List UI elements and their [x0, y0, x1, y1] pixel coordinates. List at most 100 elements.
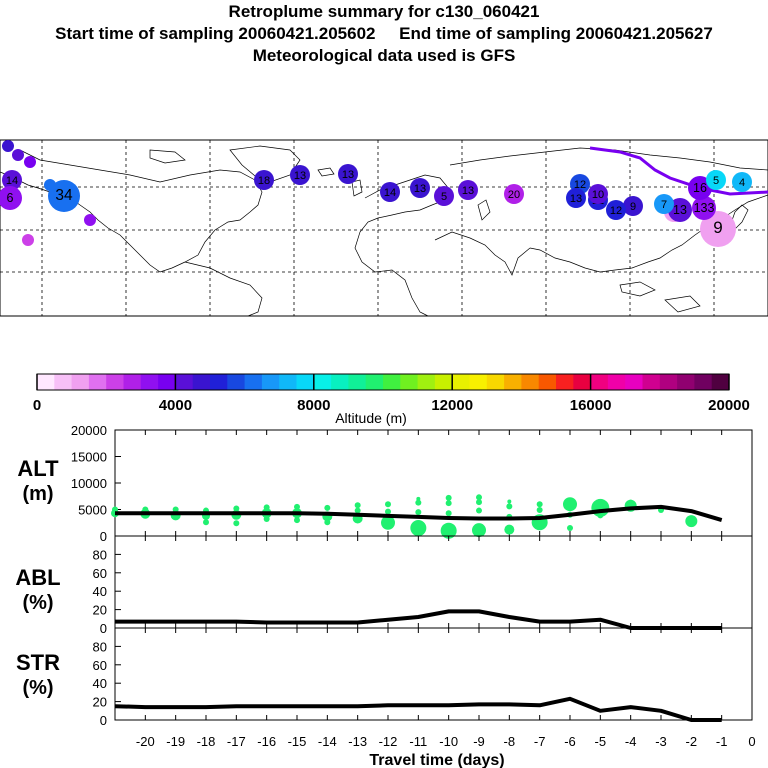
plume-marker [566, 188, 586, 208]
colorbar-cell [434, 374, 453, 390]
plume-marker-label: 14 [384, 187, 396, 199]
plume-marker-label: 13 [414, 183, 426, 195]
colorbar-title: Altitude (m) [335, 410, 407, 426]
plume-marker [434, 186, 454, 206]
x-axis-label: Travel time (days) [369, 752, 504, 768]
time-series-panels: 20000 15000 10000 5000 0 80 60 40 20 0 80 60 40 20 0 -2… [71, 423, 756, 749]
x-tick-label: -7 [534, 734, 546, 749]
plume-marker-label: 14 [6, 175, 18, 187]
colorbar-cell [400, 374, 419, 390]
caspian-coast [477, 199, 491, 221]
plume-marker-label: 12 [574, 179, 586, 191]
colorbar-cell [261, 374, 280, 390]
str-y-tick-label: 60 [93, 658, 107, 673]
alt-y-tick-label: 20000 [71, 423, 107, 438]
x-tick-label: -15 [288, 734, 307, 749]
colorbar-cell [37, 374, 55, 390]
colorbar-cell [192, 374, 211, 390]
altitude-scatter-point [627, 499, 634, 506]
plume-marker-label: 5 [441, 191, 447, 203]
plume-marker-label: 4 [739, 177, 745, 189]
map-frame [0, 139, 768, 317]
altitude-scatter-point [476, 499, 482, 506]
plume-marker-label: 9 [630, 201, 636, 213]
str-y-tick-label: 0 [100, 713, 107, 728]
x-tick-label: -6 [564, 734, 576, 749]
plume-marker-label: 20 [508, 189, 520, 201]
colorbar-cell [348, 374, 367, 390]
end-time-label: End time of sampling 20060421.205627 [399, 24, 713, 43]
plume-marker-label: 5 [713, 175, 719, 187]
uk-coast [351, 179, 363, 197]
plume-marker [338, 164, 358, 184]
str-y-tick-label: 80 [93, 639, 107, 654]
altitude-scatter-point [324, 504, 331, 511]
plume-marker-label: 13 [570, 193, 582, 205]
x-tick-label: -14 [318, 734, 337, 749]
south-america-coast [184, 261, 263, 317]
alt-panel: 20000 15000 10000 5000 0 [71, 423, 753, 544]
altitude-scatter-point [381, 515, 395, 530]
alt-panel-frame [114, 429, 753, 537]
abl-panel-label: ABL [15, 565, 60, 590]
colorbar-tick-label: 20000 [708, 397, 750, 414]
colorbar-cell [244, 374, 263, 390]
plume-marker [458, 180, 478, 200]
altitude-scatter-point [445, 494, 452, 501]
colorbar-cells [37, 374, 730, 390]
x-tick-label: -13 [348, 734, 367, 749]
x-tick-label: -4 [625, 734, 637, 749]
plume-marker [48, 180, 80, 212]
plume-marker [24, 156, 36, 168]
altitude-scatter-point [440, 522, 457, 539]
x-tick-label: -2 [686, 734, 698, 749]
plume-marker [84, 214, 96, 226]
str-y-tick-label: 20 [93, 695, 107, 710]
chart-title: Retroplume summary for c130_060421 [228, 2, 540, 21]
altitude-scatter-point [203, 519, 209, 526]
abl-y-tick-label: 0 [100, 621, 107, 636]
plume-marker [0, 186, 22, 210]
altitude-scatter-point [233, 505, 240, 512]
plume-marker-label: 13 [673, 203, 687, 217]
colorbar-cell [227, 374, 246, 390]
colorbar-cell [88, 374, 107, 390]
colorbar-cell [313, 374, 332, 390]
plume-marker [12, 149, 24, 161]
x-tick-label: -11 [409, 734, 427, 749]
x-tick-label: -17 [227, 734, 246, 749]
colorbar-cell [106, 374, 124, 390]
x-tick-label: -10 [439, 734, 458, 749]
abl-panel-unit: (%) [22, 592, 53, 614]
start-time-label: Start time of sampling 20060421.205602 [55, 24, 376, 43]
plume-marker [588, 184, 608, 204]
plume-marker-label: 13 [294, 170, 306, 182]
abl-panel: 80 60 40 20 0 [93, 535, 753, 636]
colorbar-cell [54, 374, 73, 390]
map-gridlines [0, 140, 768, 316]
colorbar-cell [538, 374, 557, 390]
altitude-scatter-point [112, 506, 118, 513]
altitude-scatter-point [536, 507, 543, 514]
europe-africa-coast [354, 174, 451, 317]
altitude-scatter-point [263, 516, 270, 523]
altitude-scatter-point [415, 499, 422, 506]
plume-marker [606, 200, 626, 220]
plume-marker [732, 172, 752, 192]
x-tick-label: -3 [655, 734, 667, 749]
plume-track-line [589, 146, 768, 196]
plume-marker [692, 196, 716, 220]
plume-marker [380, 182, 400, 202]
plume-marker-label: 9 [713, 218, 722, 237]
colorbar-cell [486, 374, 505, 390]
str-panel: 80 60 40 20 0 [93, 627, 753, 728]
plume-marker [706, 170, 726, 190]
colorbar-cell [573, 374, 592, 390]
altitude-scatter-point [507, 499, 512, 504]
altitude-scatter-point [416, 496, 421, 501]
alt-y-tick-label: 0 [100, 529, 107, 544]
altitude-scatter-point [172, 506, 179, 513]
colorbar-tick-label: 0 [33, 397, 41, 414]
colorbar-cell [607, 374, 626, 390]
colorbar-cell [296, 374, 315, 390]
